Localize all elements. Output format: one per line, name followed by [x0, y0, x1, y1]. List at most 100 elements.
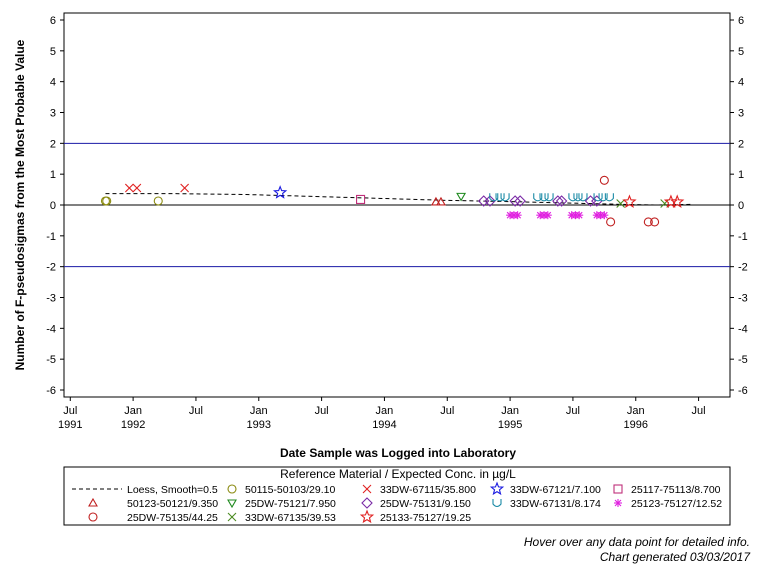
x-tick-label: Jan [250, 405, 268, 417]
x-tick-year-label: 1992 [121, 419, 145, 431]
data-point[interactable] [436, 196, 446, 206]
data-point[interactable] [616, 199, 626, 208]
x-tick-label: Jul [566, 405, 580, 417]
data-point[interactable] [593, 193, 603, 202]
x-tick-label: Jan [501, 405, 519, 417]
x-tick-label: Jul [315, 405, 329, 417]
data-point[interactable] [622, 194, 637, 208]
legend-label: 50115-50103/29.10 [245, 484, 335, 496]
legend-swatch [362, 484, 372, 494]
data-point[interactable] [180, 183, 190, 193]
legend-swatch [492, 499, 502, 508]
x-tick-label: Jul [189, 405, 203, 417]
legend-label: 33DW-67131/8.174 [510, 498, 601, 510]
y-axis-label: Number of F-pseudosigmas from the Most P… [13, 39, 27, 370]
data-point[interactable] [598, 193, 608, 202]
x-axis: Jul 1991 Jan 1992 Jul Jan 1993 Jul Jan 1994 Jul Jan… [58, 397, 706, 431]
data-point[interactable] [153, 196, 163, 206]
legend-label: 25123-75127/12.52 [631, 498, 722, 510]
legend-swatch [227, 512, 237, 522]
legend-swatch [88, 497, 98, 507]
y-tick-label-left: 5 [50, 46, 56, 58]
x-axis-label: Date Sample was Logged into Laboratory [280, 446, 516, 460]
legend-swatch [227, 484, 237, 494]
data-point[interactable] [513, 211, 522, 220]
loess-curve [105, 193, 693, 206]
y-tick-label-right: 4 [738, 77, 744, 89]
y-tick-label-left: -5 [46, 354, 56, 366]
data-point[interactable] [456, 192, 467, 202]
legend-label: 25133-75127/19.25 [380, 512, 471, 524]
x-tick-year-label: 1991 [58, 419, 82, 431]
y-tick-label-right: 0 [738, 200, 744, 212]
x-tick-year-label: 1994 [372, 419, 396, 431]
y-tick-label-right: 1 [738, 169, 744, 181]
x-tick-year-label: 1993 [247, 419, 271, 431]
data-point[interactable] [604, 193, 614, 202]
y-tick-label-right: -3 [738, 293, 748, 305]
data-point[interactable] [606, 217, 616, 227]
legend-label: 25DW-75135/44.25 [127, 512, 218, 524]
y-tick-label-left: -6 [46, 385, 56, 397]
data-point[interactable] [102, 196, 112, 206]
legend-swatch [359, 509, 375, 524]
y-tick-label-left: -1 [46, 231, 56, 243]
data-point[interactable] [514, 195, 526, 207]
data-point[interactable] [495, 193, 505, 202]
x-tick-year-label: 1996 [624, 419, 648, 431]
hover-note: Hover over any data point for detailed i… [523, 535, 750, 549]
y-tick-label-right: -6 [738, 385, 748, 397]
data-point[interactable] [568, 193, 578, 202]
data-point[interactable] [599, 175, 609, 185]
data-point[interactable] [484, 195, 496, 207]
data-point[interactable] [670, 194, 685, 208]
legend-label: 25117-75113/8.700 [631, 484, 721, 496]
legend-label: 50123-50121/9.350 [127, 498, 218, 510]
data-point[interactable] [509, 195, 521, 207]
data-point[interactable] [600, 211, 609, 220]
y-tick-label-left: 2 [50, 138, 56, 150]
x-tick-label: Jul [440, 405, 454, 417]
legend-label: 33DW-67115/35.800 [380, 484, 476, 496]
x-tick-label: Jan [376, 405, 394, 417]
y-tick-label-left: -3 [46, 293, 56, 305]
data-point[interactable] [431, 196, 441, 206]
y-tick-label-left: -2 [46, 262, 56, 274]
legend-label: 33DW-67135/39.53 [245, 512, 336, 524]
data-point[interactable] [573, 193, 583, 202]
data-point[interactable] [552, 195, 564, 207]
data-point[interactable] [539, 193, 549, 202]
y-tick-label-left: 3 [50, 108, 56, 120]
data-point[interactable] [272, 185, 288, 199]
data-point[interactable] [124, 183, 134, 193]
legend-label: 25DW-75121/7.950 [245, 498, 336, 510]
data-point[interactable] [132, 183, 142, 193]
data-point[interactable] [650, 217, 660, 227]
data-point[interactable] [500, 193, 510, 202]
data-point[interactable] [643, 217, 653, 227]
data-point[interactable] [578, 193, 588, 202]
legend-swatch [361, 497, 373, 509]
data-markers[interactable] [100, 175, 685, 227]
y-tick-label-left: 0 [50, 200, 56, 212]
y-tick-label-right: 5 [738, 46, 744, 58]
legend-box [63, 466, 731, 526]
y-tick-label-left: 4 [50, 77, 56, 89]
legend-swatch [88, 512, 98, 522]
data-point[interactable] [533, 193, 543, 202]
legend-label: Loess, Smooth=0.5 [127, 484, 218, 496]
legend-swatch [613, 484, 623, 494]
y-tick-label-right: 3 [738, 108, 744, 120]
legend-swatch [489, 481, 505, 496]
legend-title: Reference Material / Expected Conc. in µ… [280, 467, 516, 481]
data-point[interactable] [544, 193, 554, 202]
data-point[interactable] [489, 193, 499, 202]
data-point[interactable] [555, 195, 568, 207]
y-tick-label-right: 6 [738, 15, 744, 27]
y-tick-label-right: -4 [738, 323, 748, 335]
data-point[interactable] [575, 211, 584, 220]
x-tick-label: Jan [627, 405, 645, 417]
data-point[interactable] [356, 194, 366, 204]
data-point[interactable] [543, 211, 552, 220]
